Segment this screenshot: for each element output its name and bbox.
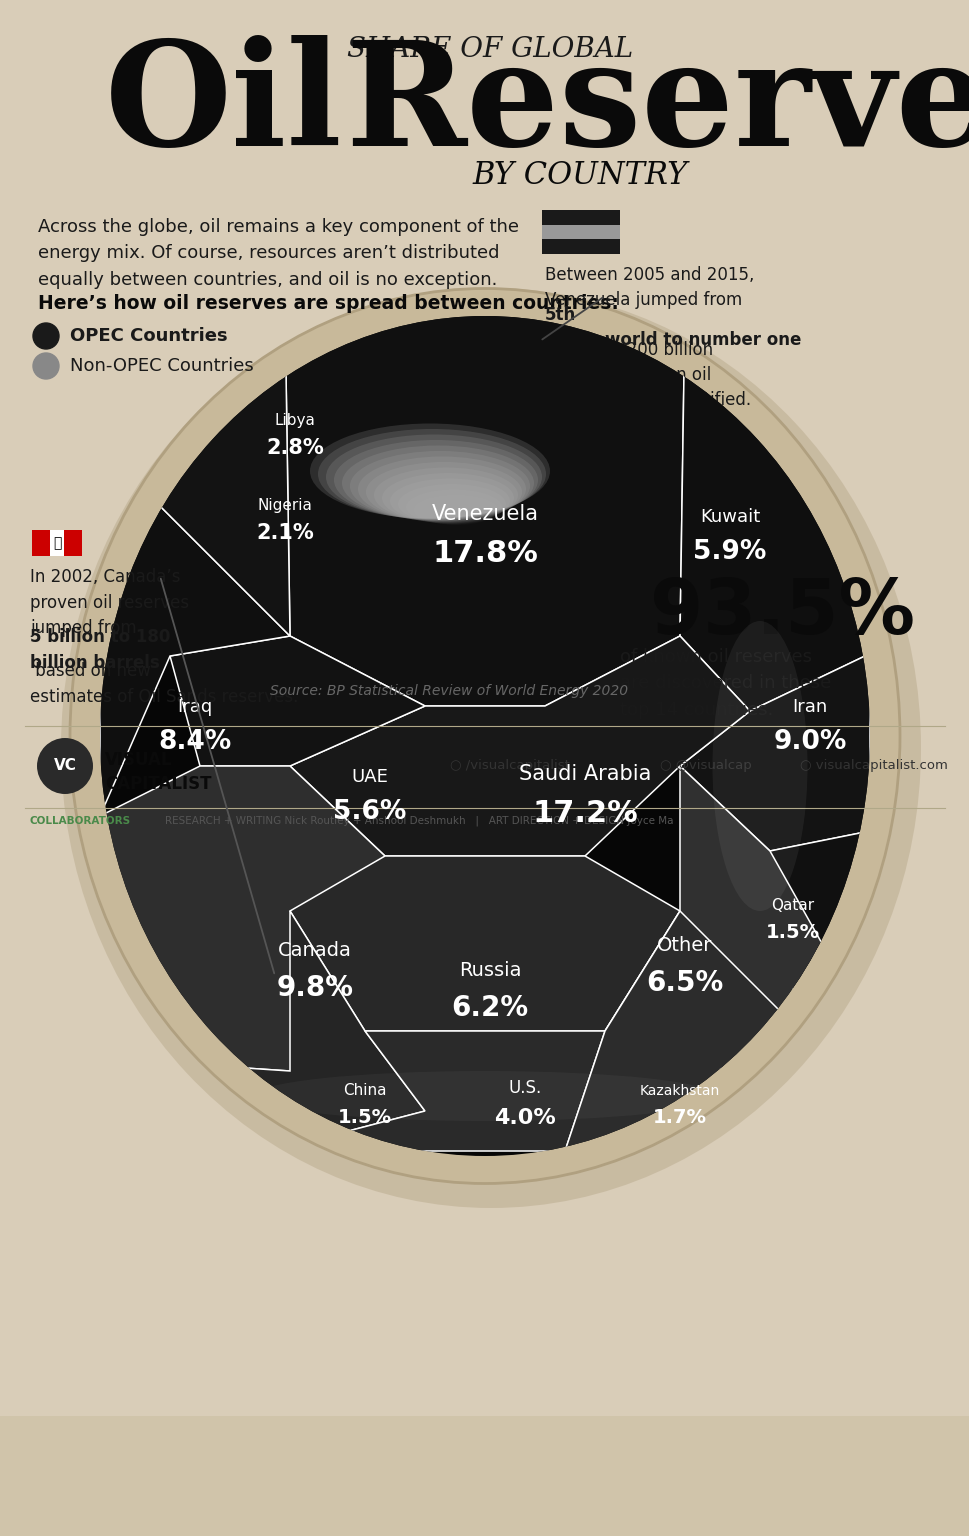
- Polygon shape: [679, 445, 869, 851]
- Text: China: China: [343, 1083, 387, 1098]
- Text: ○ @visualcap: ○ @visualcap: [659, 759, 751, 773]
- Polygon shape: [605, 766, 860, 1071]
- Text: Across the globe, oil remains a key component of the
energy mix. Of course, reso: Across the globe, oil remains a key comp…: [38, 218, 518, 289]
- Ellipse shape: [333, 439, 538, 521]
- Ellipse shape: [342, 445, 534, 521]
- Ellipse shape: [310, 424, 549, 519]
- Text: 93.5%: 93.5%: [649, 576, 914, 650]
- Circle shape: [33, 353, 59, 379]
- Text: Saudi Arabia: Saudi Arabia: [518, 763, 650, 783]
- Text: 4.0%: 4.0%: [493, 1109, 555, 1129]
- Text: ○ visualcapitalist.com: ○ visualcapitalist.com: [799, 759, 947, 773]
- Text: 9.8%: 9.8%: [276, 974, 353, 1001]
- Text: 8.4%: 8.4%: [158, 730, 232, 754]
- Text: Libya: Libya: [274, 413, 315, 427]
- Text: OPEC Countries: OPEC Countries: [70, 327, 228, 346]
- Text: 6.2%: 6.2%: [451, 994, 528, 1021]
- Text: Here’s how oil reserves are spread between countries:: Here’s how oil reserves are spread betwe…: [38, 293, 618, 313]
- Polygon shape: [290, 856, 679, 1031]
- Ellipse shape: [318, 429, 546, 519]
- Text: 1.7%: 1.7%: [652, 1107, 706, 1127]
- Circle shape: [33, 323, 59, 349]
- Text: Kazakhstan: Kazakhstan: [640, 1084, 719, 1098]
- Bar: [32, 530, 50, 556]
- Ellipse shape: [374, 467, 517, 522]
- Text: 17.8%: 17.8%: [431, 539, 538, 568]
- Text: as nearly 200 billion
barrels of proven oil
reserves were identified.: as nearly 200 billion barrels of proven …: [545, 341, 750, 409]
- Ellipse shape: [712, 621, 806, 911]
- Text: U.S.: U.S.: [508, 1080, 541, 1097]
- Polygon shape: [170, 636, 424, 766]
- Text: Russia: Russia: [458, 962, 520, 980]
- Polygon shape: [679, 306, 869, 711]
- Ellipse shape: [326, 435, 542, 519]
- Polygon shape: [100, 306, 290, 636]
- Bar: [64, 530, 82, 556]
- Text: In 2002, Canada’s
proven oil reserves
jumped from: In 2002, Canada’s proven oil reserves ju…: [30, 568, 189, 637]
- Bar: [542, 210, 619, 224]
- Text: VC: VC: [53, 759, 77, 774]
- Text: 5th
in the world to number one: 5th in the world to number one: [545, 306, 800, 349]
- Polygon shape: [100, 766, 385, 1071]
- Text: 1.5%: 1.5%: [337, 1107, 391, 1127]
- Polygon shape: [290, 636, 749, 856]
- Text: BY COUNTRY: BY COUNTRY: [472, 160, 687, 192]
- Text: 🍁: 🍁: [52, 536, 61, 550]
- Text: of known oil reserves
are discovered in these
top 14 countries.: of known oil reserves are discovered in …: [619, 648, 830, 719]
- Text: Iran: Iran: [792, 697, 827, 716]
- Text: VISUAL
CAPITALIST: VISUAL CAPITALIST: [105, 751, 211, 793]
- Text: Reserves: Reserves: [345, 35, 969, 177]
- Text: Between 2005 and 2015,
Venezuela jumped from: Between 2005 and 2015, Venezuela jumped …: [545, 266, 754, 309]
- Text: Non-OPEC Countries: Non-OPEC Countries: [70, 356, 254, 375]
- Text: 5 billion to 180
billion barrels: 5 billion to 180 billion barrels: [30, 628, 171, 671]
- Polygon shape: [310, 1031, 605, 1150]
- Polygon shape: [140, 911, 424, 1141]
- Text: 6.5%: 6.5%: [645, 969, 723, 997]
- Ellipse shape: [61, 289, 920, 1207]
- Text: 5.9%: 5.9%: [693, 539, 766, 565]
- Polygon shape: [285, 306, 684, 707]
- Ellipse shape: [100, 316, 869, 1157]
- Ellipse shape: [358, 456, 525, 522]
- Polygon shape: [679, 831, 869, 1011]
- Text: Qatar: Qatar: [770, 899, 814, 914]
- Bar: [50, 530, 64, 556]
- Text: Oil: Oil: [105, 35, 342, 177]
- Text: 5.6%: 5.6%: [333, 799, 406, 825]
- Text: SHARE OF GLOBAL: SHARE OF GLOBAL: [347, 35, 633, 63]
- Ellipse shape: [70, 289, 899, 1184]
- Text: 9.0%: 9.0%: [772, 730, 846, 754]
- Text: Venezuela: Venezuela: [431, 504, 538, 524]
- Text: Canada: Canada: [278, 942, 352, 960]
- Text: COLLABORATORS: COLLABORATORS: [30, 816, 131, 826]
- Polygon shape: [100, 306, 215, 445]
- Text: RESEARCH + WRITING Nick Routley + Anshool Deshmukh   |   ART DIRECTION + DESIGN : RESEARCH + WRITING Nick Routley + Anshoo…: [165, 816, 672, 826]
- Ellipse shape: [365, 462, 521, 522]
- Polygon shape: [100, 445, 290, 816]
- Text: Iraq: Iraq: [177, 697, 212, 716]
- Text: based on new
estimates of Oil Sands reserves.: based on new estimates of Oil Sands rese…: [30, 662, 298, 705]
- Text: Kuwait: Kuwait: [700, 507, 760, 525]
- Text: Nigeria: Nigeria: [258, 498, 312, 513]
- Text: Other: Other: [657, 935, 712, 955]
- Polygon shape: [564, 911, 829, 1150]
- Text: UAE: UAE: [351, 768, 388, 785]
- Text: 2.8%: 2.8%: [266, 438, 324, 458]
- Text: 2.1%: 2.1%: [256, 524, 314, 544]
- Text: ○ /visualcapitalist: ○ /visualcapitalist: [450, 759, 570, 773]
- Text: 1.5%: 1.5%: [766, 923, 819, 942]
- Text: Source: BP Statistical Review of World Energy 2020: Source: BP Statistical Review of World E…: [269, 684, 628, 697]
- Circle shape: [37, 737, 93, 794]
- Bar: [0, 1416, 969, 1536]
- Text: 17.2%: 17.2%: [532, 799, 638, 828]
- Bar: [542, 240, 619, 253]
- Bar: [542, 224, 619, 240]
- Ellipse shape: [350, 452, 529, 521]
